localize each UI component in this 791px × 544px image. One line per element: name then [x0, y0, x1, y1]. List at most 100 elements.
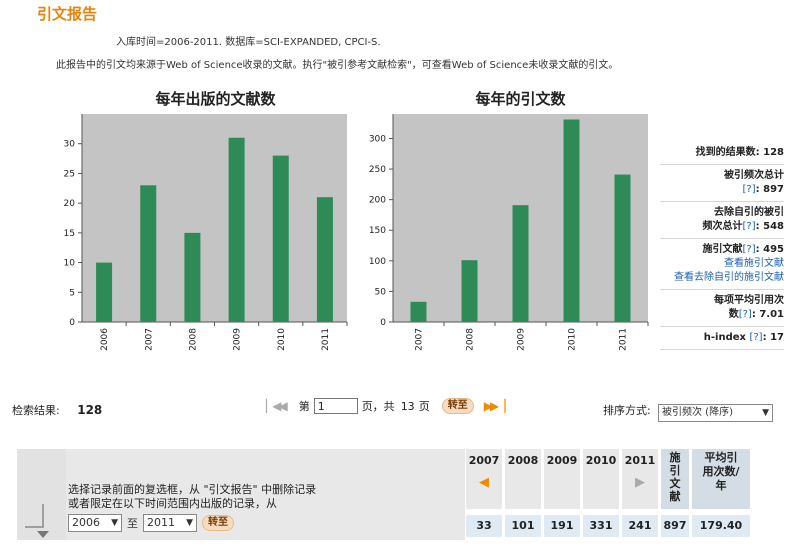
year-column-2010: 2010 [583, 449, 619, 509]
results-value: 128 [77, 403, 103, 417]
view-citing-noself-link[interactable]: 查看去除自引的施引文献 [674, 272, 784, 283]
average-citations-label-1: 每项平均引用次 [714, 295, 784, 306]
year-label: 2009 [546, 454, 578, 467]
year-column-2011: 2011 ▶ [622, 449, 658, 509]
citations-2011: 241 [622, 515, 658, 537]
y-tick-label: 50 [375, 287, 387, 297]
y-tick-label: 200 [369, 196, 386, 206]
x-tick-label-2010: 2010 [568, 328, 578, 351]
y-tick-label: 0 [69, 318, 75, 328]
year-column-2009: 2009 [544, 449, 580, 509]
first-page-icon[interactable]: ▏◀◀ [266, 399, 288, 413]
colon: : [762, 332, 767, 343]
average-citations-help-link[interactable]: [?] [738, 309, 752, 320]
results-found-stat: 找到的结果数: 128 [660, 142, 784, 165]
times-cited-noself-value: 548 [763, 221, 784, 232]
x-tick-label-2010: 2010 [277, 328, 287, 351]
times-cited-help-link[interactable]: [?] [742, 184, 756, 195]
bar-2009 [512, 205, 529, 322]
h-index-value: 17 [770, 332, 784, 343]
total-citing-value: 897 [661, 515, 689, 537]
to-year-select[interactable]: 2011 ▼ [143, 514, 197, 532]
citing-articles-help-link[interactable]: [?] [742, 244, 756, 255]
dropdown-arrow-icon: ▼ [186, 518, 193, 528]
chart-title-citations: 每年的引文数 [475, 90, 566, 108]
database-info: 入库时间=2006-2011. 数据库=SCI-EXPANDED, CPCI-S… [116, 37, 381, 48]
year-range-filter: 2006 ▼ 至 2011 ▼ 转至 [68, 514, 234, 532]
h-index-help-link[interactable]: [?] [749, 332, 763, 343]
page-title: 引文报告 [37, 5, 98, 23]
x-tick-label-2007: 2007 [415, 328, 425, 351]
to-label: 至 [127, 517, 138, 530]
sort-by-select[interactable]: 被引频次 (降序) ▼ [658, 404, 773, 422]
average-citations-stat: 每项平均引用次 数[?]: 7.01 [660, 290, 784, 327]
colon: : [755, 184, 760, 195]
apply-year-range-button[interactable]: 转至 [202, 515, 234, 531]
page-number-input[interactable]: 1 [313, 398, 358, 414]
times-cited-noself-label-2: 频次总计 [702, 221, 743, 232]
y-tick-label: 150 [369, 226, 386, 236]
citing-articles-stat: 施引文献[?]: 495 查看施引文献 查看去除自引的施引文献 [660, 239, 784, 290]
x-tick-label-2011: 2011 [321, 328, 331, 351]
y-tick-label: 20 [64, 199, 76, 209]
average-citations-value: 7.01 [759, 309, 784, 320]
y-tick-label: 10 [64, 259, 76, 269]
bar-2007 [410, 301, 427, 322]
citing-articles-label: 施引文献 [702, 244, 743, 255]
citations-2008: 101 [505, 515, 541, 537]
previous-years-arrow-icon[interactable]: ◀ [479, 475, 489, 490]
plot-area [82, 114, 347, 322]
results-label: 检索结果: [12, 404, 60, 417]
publications-per-year-chart: 0 5 10 15 20 25 30 2006 2007 2008 2009 2010 2011 [64, 114, 348, 351]
citations-2009: 191 [544, 515, 580, 537]
pagination: ▏◀◀ 第 1 页，共 13 页 转至 ▶▶▕ [266, 398, 506, 414]
pages-unit: 页 [418, 400, 430, 413]
times-cited-noself-label-1: 去除自引的被引 [714, 207, 784, 218]
bar-2008 [184, 232, 201, 322]
bar-2010 [272, 155, 289, 322]
from-year-select[interactable]: 2006 ▼ [68, 514, 122, 532]
instruction-line-1: 选择记录前面的复选框，从 "引文报告" 中删除记录 [68, 483, 317, 496]
page-prefix: 第 [298, 400, 310, 413]
x-tick-label-2006: 2006 [100, 328, 110, 351]
times-cited-noself-stat: 去除自引的被引 频次总计[?]: 548 [660, 202, 784, 239]
x-tick-label-2008: 2008 [466, 328, 476, 351]
sort-by-value: 被引频次 (降序) [662, 407, 733, 418]
total-citing-column: 施引文献 [661, 449, 689, 509]
times-cited-stat: 被引频次总计 [?]: 897 [660, 165, 784, 202]
y-tick-label: 5 [69, 288, 75, 298]
colon: : [755, 244, 760, 255]
dropdown-arrow-icon: ▼ [111, 518, 118, 528]
total-citing-label: 施引文献 [669, 451, 681, 503]
year-label: 2011 [624, 454, 656, 467]
next-years-arrow-icon[interactable]: ▶ [635, 475, 645, 490]
chart-title-publications: 每年出版的文献数 [155, 90, 276, 108]
colon: : [751, 309, 756, 320]
average-per-year-label: 平均引用次数/年 [702, 451, 740, 492]
instruction-line-2: 或者限定在以下时间范围内出版的记录，从 [68, 497, 277, 510]
y-tick-label: 100 [369, 257, 386, 267]
x-tick-label-2008: 2008 [188, 328, 198, 351]
times-cited-noself-help-link[interactable]: [?] [742, 221, 756, 232]
h-index-label: h-index [703, 332, 746, 343]
go-to-page-button[interactable]: 转至 [441, 398, 474, 414]
average-per-year-column: 平均引用次数/年 [692, 449, 750, 509]
y-tick-label: 15 [64, 229, 75, 239]
citing-articles-value: 495 [763, 244, 784, 255]
citations-2010: 331 [583, 515, 619, 537]
last-page-icon[interactable]: ▶▶▕ [483, 399, 506, 413]
page-suffix: 页，共 [361, 400, 395, 413]
view-citing-articles-link[interactable]: 查看施引文献 [724, 258, 784, 269]
year-label: 2010 [585, 454, 617, 467]
results-found-label: 找到的结果数: [695, 147, 760, 158]
bar-2008 [461, 260, 478, 322]
average-citations-label-2: 数 [728, 309, 739, 320]
select-arrow-cell [17, 449, 66, 540]
y-tick-label: 30 [64, 140, 76, 150]
x-tick-label-2011: 2011 [619, 328, 629, 351]
bar-2006 [96, 262, 113, 322]
colon: : [755, 221, 760, 232]
year-column-2007: 2007 ◀ [466, 449, 502, 509]
results-found-value: 128 [763, 147, 784, 158]
average-per-year-value: 179.40 [692, 515, 750, 537]
